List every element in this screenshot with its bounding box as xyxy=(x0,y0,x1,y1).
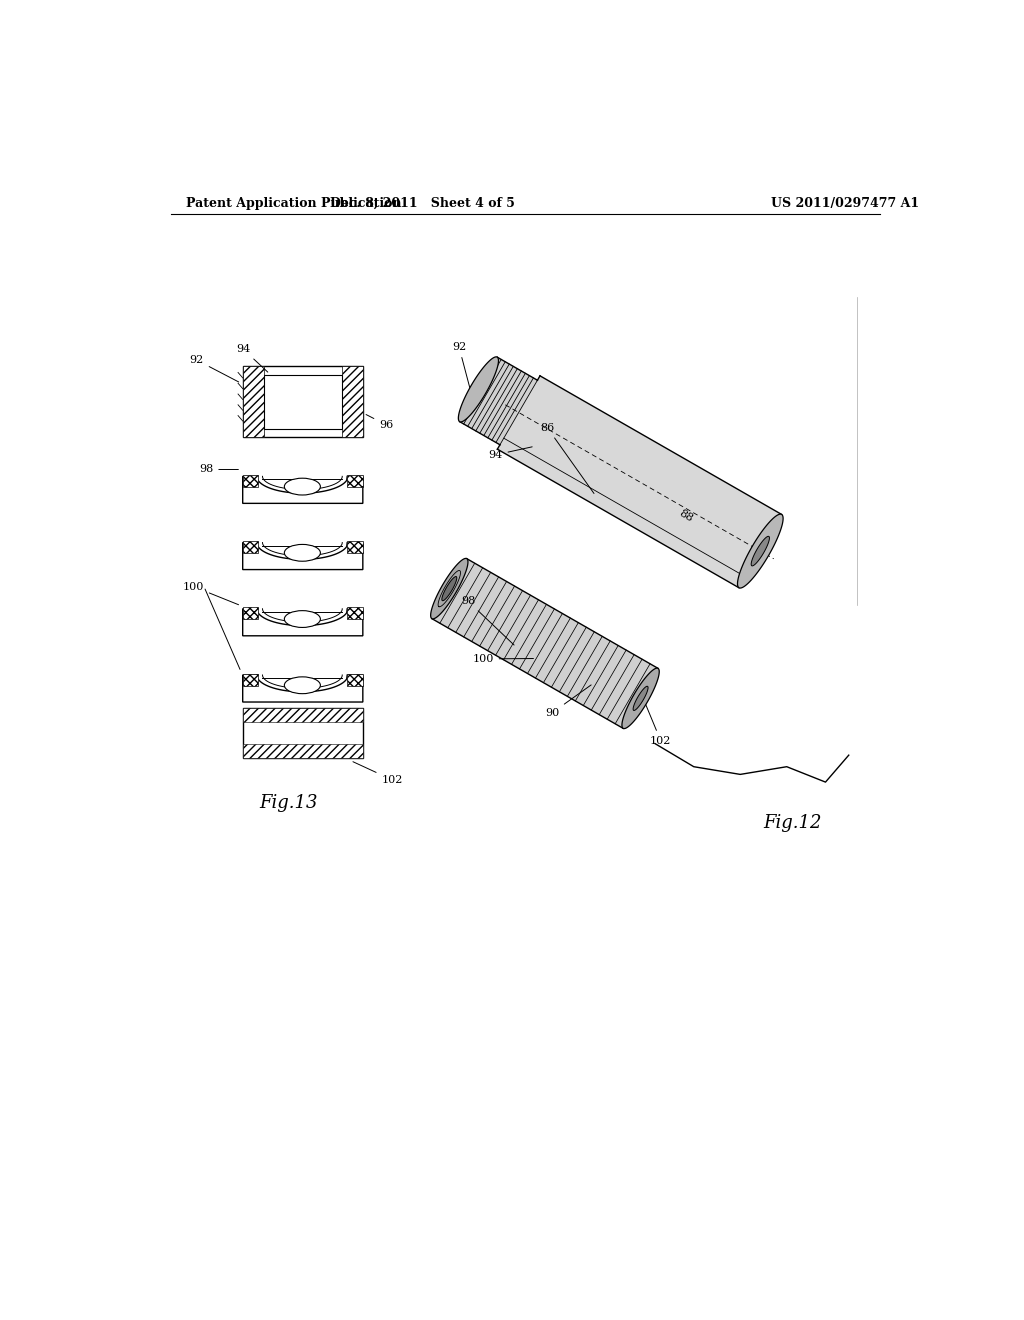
Text: 92: 92 xyxy=(189,355,239,381)
Bar xyxy=(243,708,362,758)
Ellipse shape xyxy=(285,677,321,694)
Text: 94: 94 xyxy=(237,345,268,372)
Text: 102: 102 xyxy=(645,702,672,746)
Text: 100: 100 xyxy=(182,582,239,605)
Bar xyxy=(347,673,362,685)
Bar xyxy=(342,367,362,437)
Polygon shape xyxy=(441,577,457,601)
Bar xyxy=(243,367,362,437)
Polygon shape xyxy=(752,536,769,566)
Text: 90: 90 xyxy=(545,685,591,718)
Ellipse shape xyxy=(285,544,321,561)
Polygon shape xyxy=(737,513,783,587)
Text: Dec. 8, 2011   Sheet 4 of 5: Dec. 8, 2011 Sheet 4 of 5 xyxy=(330,197,515,210)
Ellipse shape xyxy=(285,478,321,495)
Text: 86: 86 xyxy=(541,422,594,494)
Polygon shape xyxy=(243,477,362,503)
Text: 94: 94 xyxy=(488,447,532,459)
Bar xyxy=(243,708,362,722)
Polygon shape xyxy=(431,558,468,619)
Ellipse shape xyxy=(285,611,321,627)
Polygon shape xyxy=(622,668,659,729)
Bar xyxy=(347,541,362,553)
Polygon shape xyxy=(432,558,658,729)
Text: US 2011/0297477 A1: US 2011/0297477 A1 xyxy=(771,197,920,210)
Polygon shape xyxy=(460,358,538,445)
Text: 96: 96 xyxy=(366,414,393,430)
Text: 100: 100 xyxy=(472,653,534,664)
Bar xyxy=(243,673,258,685)
Bar xyxy=(263,375,342,429)
Bar xyxy=(347,475,362,487)
Text: Patent Application Publication: Patent Application Publication xyxy=(186,197,401,210)
Text: Fig.13: Fig.13 xyxy=(260,795,318,812)
Polygon shape xyxy=(459,356,499,422)
Text: 98: 98 xyxy=(461,597,514,645)
Polygon shape xyxy=(243,675,362,702)
Text: Fig.12: Fig.12 xyxy=(764,814,822,833)
Text: 98: 98 xyxy=(199,465,239,474)
Polygon shape xyxy=(633,686,648,710)
Bar xyxy=(243,475,258,487)
Text: 88: 88 xyxy=(677,508,694,524)
Text: 102: 102 xyxy=(353,762,402,785)
Polygon shape xyxy=(243,609,362,636)
Bar xyxy=(243,367,263,437)
Bar xyxy=(243,541,258,553)
Bar xyxy=(243,607,258,619)
Bar xyxy=(243,744,362,758)
Bar xyxy=(347,607,362,619)
Text: 92: 92 xyxy=(452,342,472,396)
Polygon shape xyxy=(243,543,362,570)
Polygon shape xyxy=(498,376,781,587)
